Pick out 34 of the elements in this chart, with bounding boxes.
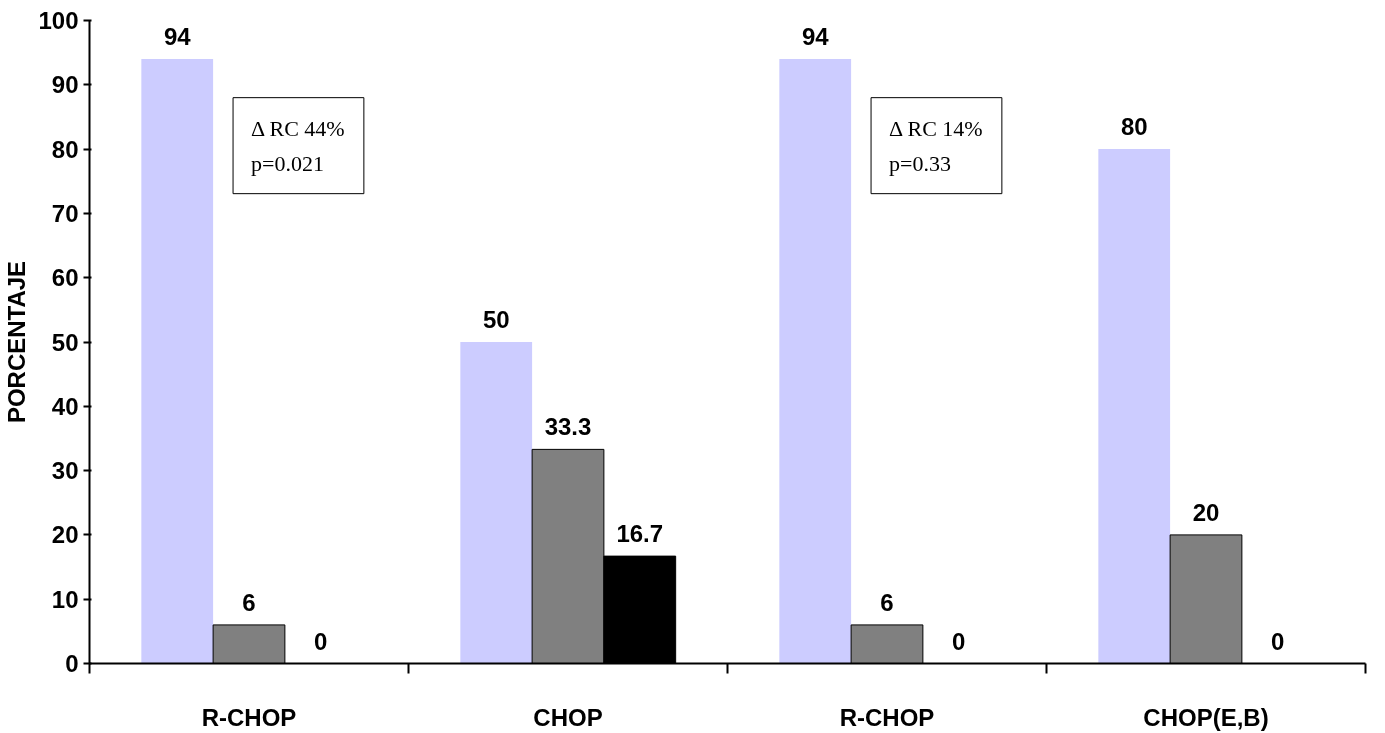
data-label: 16.7 [616, 520, 664, 548]
y-tick-label: 90 [51, 71, 79, 99]
y-tick-label: 50 [51, 328, 79, 356]
x-tick-label: CHOP(E,B) [1143, 703, 1269, 731]
y-tick-label: 0 [65, 650, 79, 677]
annotation: Δ RC 14% p=0.33 [889, 115, 983, 176]
bar [460, 342, 533, 664]
data-label: 80 [1120, 113, 1148, 141]
y-tick-label: 80 [51, 135, 79, 163]
y-tick-label: 40 [51, 392, 79, 420]
bar [779, 59, 852, 664]
x-tick-label: R-CHOP [839, 703, 935, 731]
bar [1098, 149, 1171, 664]
x-tick-label: R-CHOP [201, 703, 297, 731]
data-label: 0 [1271, 627, 1285, 655]
annotation: Δ RC 44% p=0.021 [251, 115, 345, 176]
data-label: 0 [952, 627, 966, 655]
y-tick-label: 20 [51, 521, 79, 549]
y-axis-title: PORCENTAJE [3, 260, 31, 424]
x-tick-label: CHOP [533, 703, 603, 731]
bar [141, 59, 214, 664]
y-tick-label: 100 [38, 7, 79, 34]
data-label: 6 [880, 588, 894, 616]
data-label: 94 [163, 23, 192, 51]
data-label: 20 [1192, 498, 1220, 526]
data-label: 0 [314, 627, 328, 655]
y-tick-label: 10 [51, 585, 79, 613]
data-label: 33.3 [544, 413, 592, 441]
data-label: 50 [482, 306, 510, 333]
y-tick-label: 30 [51, 457, 79, 485]
y-tick-label: 70 [51, 199, 79, 227]
data-label: 94 [801, 23, 830, 51]
data-label: 6 [242, 588, 256, 616]
y-tick-label: 60 [51, 264, 79, 292]
